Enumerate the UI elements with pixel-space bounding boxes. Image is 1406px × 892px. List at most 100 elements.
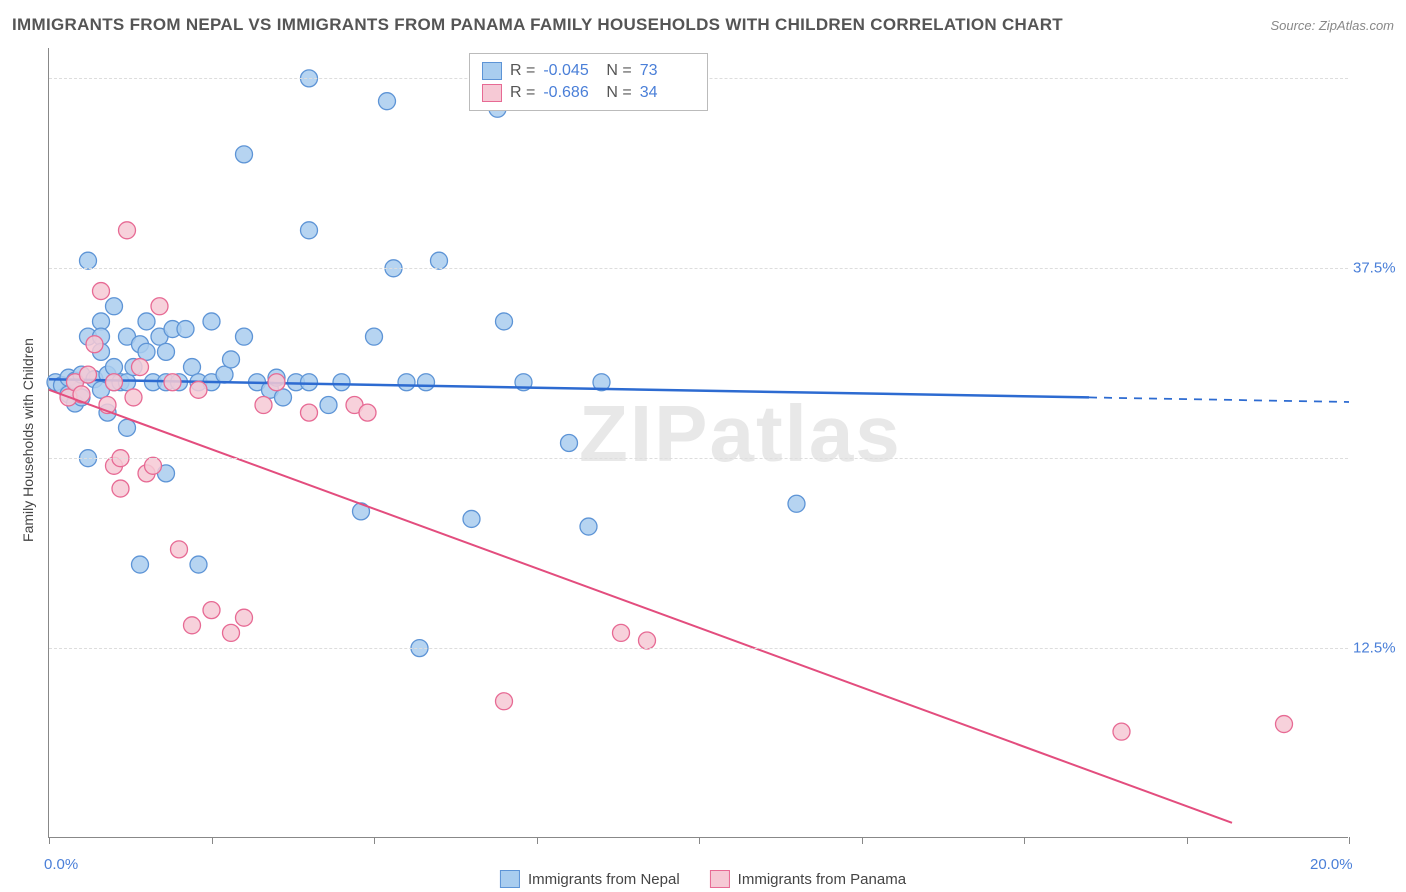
stat-n-value-panama: 34: [640, 84, 695, 102]
bottom-legend: Immigrants from Nepal Immigrants from Pan…: [500, 870, 906, 888]
scatter-point-panama: [268, 374, 285, 391]
legend-label-panama: Immigrants from Panama: [738, 871, 906, 888]
x-tick: [212, 837, 213, 844]
x-tick-label: 0.0%: [44, 856, 78, 873]
stats-box: R = -0.045 N = 73 R = -0.686 N = 34: [469, 53, 708, 111]
scatter-point-panama: [301, 404, 318, 421]
scatter-point-panama: [255, 397, 272, 414]
x-tick: [699, 837, 700, 844]
swatch-nepal: [482, 62, 502, 80]
scatter-point-nepal: [418, 374, 435, 391]
scatter-point-nepal: [190, 556, 207, 573]
scatter-point-panama: [359, 404, 376, 421]
scatter-point-nepal: [301, 222, 318, 239]
scatter-point-nepal: [223, 351, 240, 368]
legend-label-nepal: Immigrants from Nepal: [528, 871, 680, 888]
title-bar: IMMIGRANTS FROM NEPAL VS IMMIGRANTS FROM…: [12, 10, 1394, 40]
scatter-point-nepal: [398, 374, 415, 391]
stat-n-label: N =: [606, 62, 631, 80]
scatter-point-panama: [164, 374, 181, 391]
legend-swatch-nepal: [500, 870, 520, 888]
stats-row-panama: R = -0.686 N = 34: [482, 82, 695, 104]
scatter-point-nepal: [379, 93, 396, 110]
scatter-point-nepal: [320, 397, 337, 414]
scatter-point-panama: [171, 541, 188, 558]
scatter-point-panama: [125, 389, 142, 406]
scatter-point-panama: [613, 624, 630, 641]
gridline: [49, 648, 1348, 649]
x-tick-label: 20.0%: [1310, 856, 1353, 873]
stat-r-value-panama: -0.686: [543, 84, 598, 102]
scatter-point-panama: [639, 632, 656, 649]
legend-swatch-panama: [710, 870, 730, 888]
x-tick: [1024, 837, 1025, 844]
scatter-point-panama: [1113, 723, 1130, 740]
scatter-point-nepal: [301, 374, 318, 391]
chart-source: Source: ZipAtlas.com: [1270, 18, 1394, 33]
y-tick-label: 37.5%: [1353, 260, 1403, 277]
scatter-point-panama: [190, 381, 207, 398]
x-tick: [374, 837, 375, 844]
scatter-point-panama: [236, 609, 253, 626]
scatter-point-nepal: [561, 435, 578, 452]
x-tick: [537, 837, 538, 844]
scatter-point-nepal: [203, 313, 220, 330]
scatter-point-nepal: [138, 343, 155, 360]
x-tick: [862, 837, 863, 844]
trend-line-dash-nepal: [1089, 397, 1349, 402]
gridline: [49, 458, 1348, 459]
scatter-point-nepal: [496, 313, 513, 330]
stat-r-label: R =: [510, 62, 535, 80]
stat-n-label: N =: [606, 84, 631, 102]
stats-row-nepal: R = -0.045 N = 73: [482, 60, 695, 82]
scatter-point-nepal: [106, 298, 123, 315]
y-axis-title: Family Households with Children: [20, 338, 36, 542]
scatter-point-panama: [80, 366, 97, 383]
x-tick: [1349, 837, 1350, 844]
chart-svg: [49, 48, 1348, 837]
scatter-point-panama: [119, 222, 136, 239]
legend-item-nepal: Immigrants from Nepal: [500, 870, 680, 888]
scatter-point-nepal: [431, 252, 448, 269]
stat-n-value-nepal: 73: [640, 62, 695, 80]
scatter-point-nepal: [216, 366, 233, 383]
scatter-point-panama: [203, 602, 220, 619]
scatter-point-panama: [496, 693, 513, 710]
y-tick-label: 12.5%: [1353, 640, 1403, 657]
scatter-point-nepal: [184, 359, 201, 376]
scatter-point-panama: [223, 624, 240, 641]
scatter-point-panama: [1276, 716, 1293, 733]
trend-line-panama: [49, 390, 1232, 823]
plot-area: ZIPatlas 12.5%37.5%R =-0.045N =73R =-0.6…: [48, 48, 1348, 838]
scatter-point-panama: [145, 457, 162, 474]
chart-title: IMMIGRANTS FROM NEPAL VS IMMIGRANTS FROM…: [12, 15, 1063, 35]
scatter-point-nepal: [788, 495, 805, 512]
scatter-point-nepal: [93, 313, 110, 330]
scatter-point-nepal: [138, 313, 155, 330]
scatter-point-nepal: [132, 556, 149, 573]
scatter-point-panama: [151, 298, 168, 315]
scatter-point-nepal: [119, 419, 136, 436]
scatter-point-nepal: [275, 389, 292, 406]
scatter-point-nepal: [158, 343, 175, 360]
scatter-point-nepal: [106, 359, 123, 376]
scatter-point-panama: [86, 336, 103, 353]
scatter-point-nepal: [333, 374, 350, 391]
scatter-point-panama: [132, 359, 149, 376]
stat-r-value-nepal: -0.045: [543, 62, 598, 80]
scatter-point-nepal: [177, 321, 194, 338]
scatter-point-nepal: [236, 146, 253, 163]
gridline: [49, 268, 1348, 269]
scatter-point-nepal: [236, 328, 253, 345]
legend-item-panama: Immigrants from Panama: [710, 870, 906, 888]
x-tick: [1187, 837, 1188, 844]
stat-r-label: R =: [510, 84, 535, 102]
scatter-point-panama: [184, 617, 201, 634]
x-tick: [49, 837, 50, 844]
scatter-point-nepal: [580, 518, 597, 535]
swatch-panama: [482, 84, 502, 102]
scatter-point-panama: [112, 480, 129, 497]
scatter-point-nepal: [463, 510, 480, 527]
scatter-point-panama: [93, 283, 110, 300]
scatter-point-panama: [106, 374, 123, 391]
